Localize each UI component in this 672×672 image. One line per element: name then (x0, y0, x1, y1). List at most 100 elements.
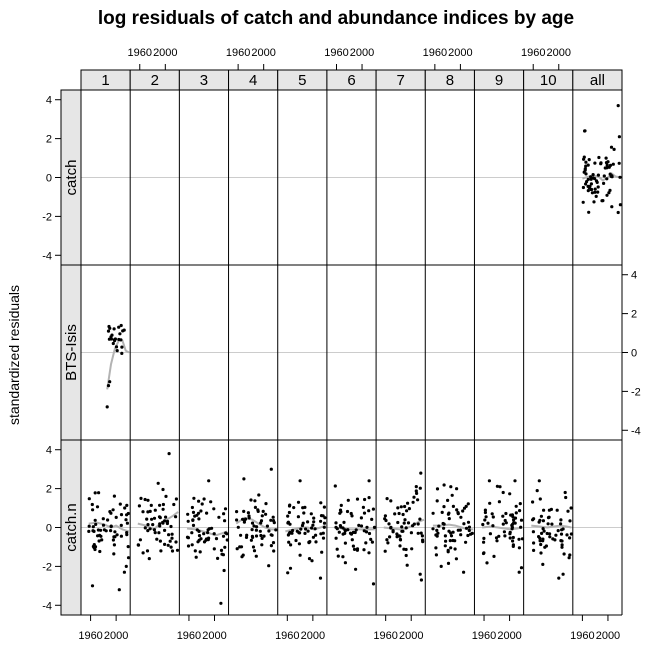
residual-point (254, 534, 259, 538)
residual-point (607, 165, 611, 169)
residual-point (351, 544, 355, 548)
residual-point (561, 572, 565, 576)
residual-point (497, 534, 501, 538)
residual-point (544, 544, 549, 548)
residual-point (137, 504, 141, 508)
residual-point (321, 536, 326, 540)
residual-point (161, 487, 165, 492)
residual-point (291, 528, 295, 533)
panel-catch.n-3 (185, 479, 229, 605)
residual-point (605, 163, 609, 167)
residual-point (267, 564, 271, 568)
residual-point (446, 561, 451, 566)
residual-point (191, 510, 196, 514)
residual-point (467, 525, 471, 529)
residual-point (418, 517, 422, 521)
residual-point (367, 509, 371, 513)
residual-point (567, 556, 571, 560)
residual-point (410, 547, 414, 551)
residual-point (455, 508, 459, 512)
residual-point (605, 166, 609, 170)
residual-point (585, 180, 589, 184)
residual-point (581, 185, 586, 190)
column-strip-label: 4 (249, 72, 257, 89)
residual-point (388, 535, 392, 539)
residual-point (393, 512, 397, 516)
residual-point (597, 155, 601, 160)
residual-point (121, 329, 125, 333)
residual-point (163, 519, 167, 523)
y-tick-label: -4 (42, 250, 52, 262)
residual-point (161, 502, 165, 507)
residual-point (153, 508, 157, 512)
residual-point (443, 534, 447, 538)
residual-point (207, 536, 211, 540)
residual-point (348, 531, 353, 535)
residual-point (290, 531, 294, 535)
residual-point (126, 511, 130, 516)
residual-point (259, 519, 264, 523)
residual-point (501, 514, 505, 518)
residual-point (556, 529, 560, 533)
residual-point (274, 528, 278, 532)
residual-point (117, 588, 121, 592)
residual-point (403, 518, 407, 522)
residual-point (434, 546, 438, 550)
residual-point (398, 544, 402, 548)
residual-point (439, 564, 443, 569)
residual-point (307, 541, 311, 545)
residual-point (396, 520, 400, 525)
column-strip-3: 3 (178, 69, 230, 91)
residual-point (362, 511, 367, 515)
residual-point (166, 543, 170, 547)
residual-point (115, 349, 119, 353)
residual-point (560, 528, 564, 532)
residual-point (601, 199, 605, 203)
residual-point (91, 508, 95, 512)
residual-point (200, 502, 204, 506)
residual-point (145, 549, 150, 553)
panel-catch.n-8 (431, 483, 474, 574)
residual-point (303, 505, 307, 509)
residual-point (169, 524, 173, 529)
y-tick-label: -2 (42, 561, 52, 573)
smoother-line (531, 524, 572, 529)
residual-point (411, 500, 415, 504)
panel-catch.n-9 (481, 479, 525, 574)
residual-point (93, 547, 97, 552)
residual-point (596, 190, 600, 194)
residual-point (593, 161, 597, 165)
row-strip-catch: catch (60, 89, 82, 266)
residual-point (605, 193, 609, 197)
residual-point (602, 174, 606, 178)
residual-point (385, 497, 389, 501)
residual-point (87, 524, 91, 528)
residual-point (93, 491, 97, 495)
residual-point (255, 525, 259, 529)
smoother-line (186, 527, 228, 537)
residual-point (586, 163, 590, 167)
residual-point (399, 505, 403, 509)
residual-point (136, 543, 140, 547)
residual-point (124, 564, 128, 569)
residual-point (311, 523, 315, 527)
residual-point (481, 522, 485, 527)
residual-point (155, 537, 159, 541)
residual-point (346, 498, 350, 502)
residual-point (498, 485, 502, 489)
residual-point (540, 531, 544, 536)
x-tick-label: 1960 (177, 630, 201, 642)
residual-point (223, 519, 227, 523)
x-tick-label: 1960 (373, 630, 397, 642)
x-tick-label: 2000 (301, 630, 325, 642)
residual-point (467, 528, 471, 533)
residual-point (156, 481, 160, 485)
residual-point (435, 487, 440, 491)
x-tick-label: 2000 (104, 630, 128, 642)
residual-point (334, 525, 338, 529)
residual-point (149, 503, 153, 507)
residual-point (599, 161, 603, 165)
residual-point (318, 576, 323, 580)
column-strip-label: 9 (495, 72, 503, 89)
y-tick-label: 4 (46, 95, 52, 107)
